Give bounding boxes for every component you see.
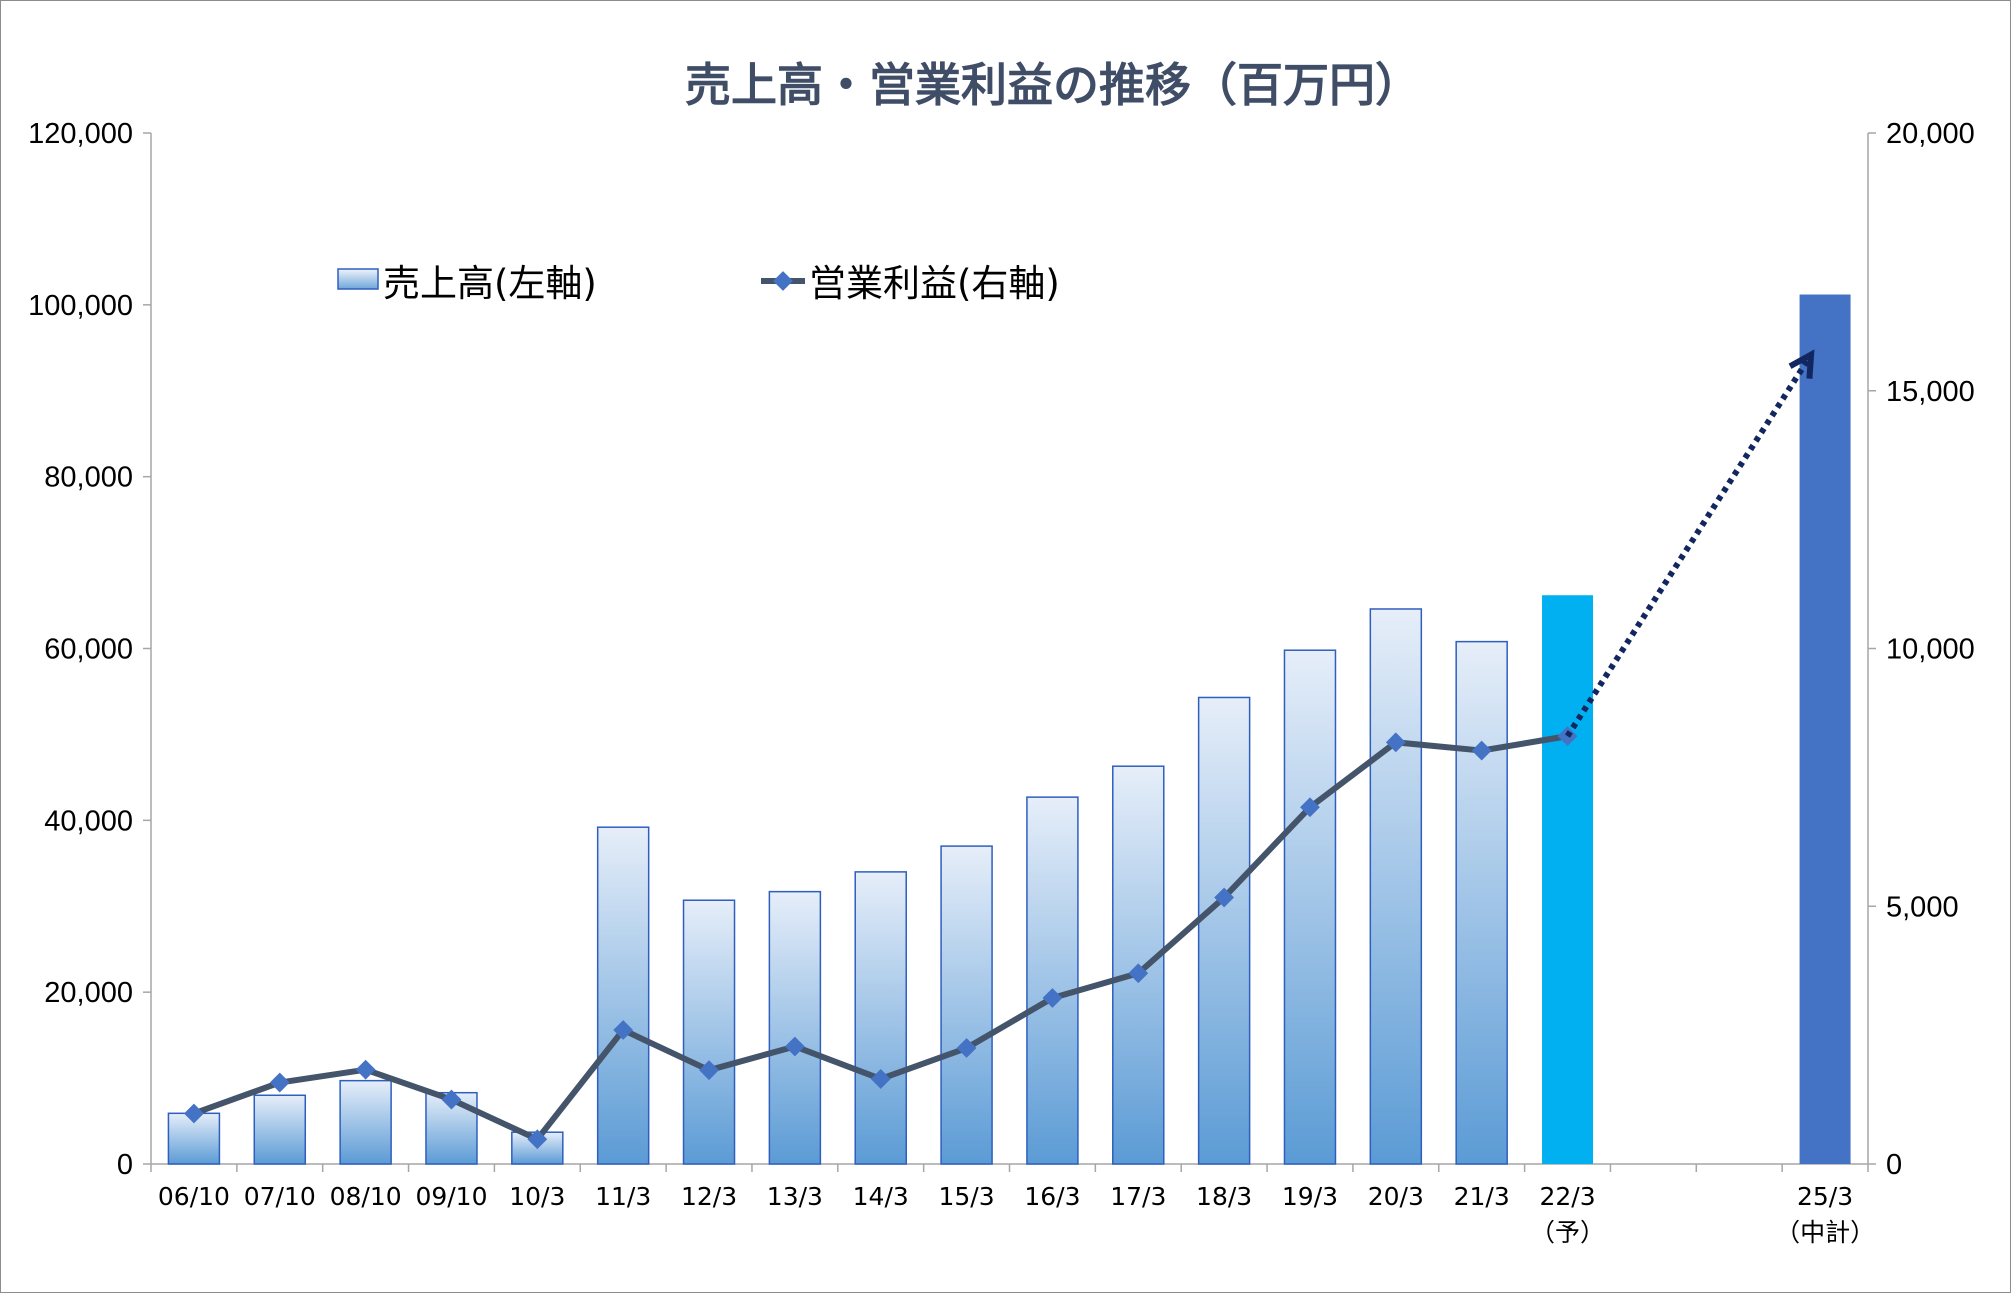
y-left-tick-label: 120,000: [28, 118, 133, 150]
sales-bar[interactable]: [1799, 294, 1851, 1165]
sales-bar[interactable]: [940, 845, 993, 1165]
forecast-arrow-head: [1788, 349, 1815, 379]
x-tick-label: 17/3: [1110, 1182, 1166, 1211]
sales-bar[interactable]: [1283, 649, 1337, 1165]
x-tick-label: 06/10: [158, 1182, 230, 1211]
x-tick-label: 19/3: [1282, 1182, 1338, 1211]
y-right-tick-label: 10,000: [1886, 634, 1975, 666]
profit-point[interactable]: [699, 1060, 719, 1081]
sales-bar[interactable]: [1542, 595, 1594, 1164]
profit-point[interactable]: [184, 1103, 204, 1124]
profit-point[interactable]: [269, 1072, 290, 1093]
sales-bar[interactable]: [1197, 696, 1251, 1165]
profit-point[interactable]: [870, 1069, 891, 1089]
profit-point[interactable]: [527, 1129, 548, 1150]
x-tick-label: 12/3: [681, 1182, 737, 1211]
sales-bar[interactable]: [1369, 608, 1423, 1165]
legend-item-profit[interactable]: 営業利益(右軸): [761, 262, 1060, 305]
sales-bar[interactable]: [339, 1079, 392, 1165]
legend-item-sales[interactable]: 売上高(左軸): [337, 262, 597, 305]
sales-bar[interactable]: [1455, 640, 1508, 1165]
x-tick-label: 10/3: [509, 1182, 565, 1211]
legend-profit-marker: [773, 271, 793, 291]
x-tick-label: 14/3: [853, 1182, 909, 1211]
sales-bar[interactable]: [1026, 796, 1079, 1165]
y-right-tick-label: 15,000: [1886, 376, 1975, 408]
profit-point[interactable]: [1214, 887, 1235, 908]
sales-bar[interactable]: [854, 871, 907, 1165]
x-tick-label: 25/3: [1797, 1182, 1853, 1211]
legend-profit-label: 営業利益(右軸): [809, 262, 1060, 305]
legend-sales-label: 売上高(左軸): [383, 262, 597, 305]
x-tick-label: 09/10: [415, 1182, 487, 1211]
sales-bar[interactable]: [596, 826, 650, 1165]
sales-bar[interactable]: [768, 890, 822, 1165]
y-left-tick-label: 80,000: [44, 462, 133, 494]
y-left-tick-label: 0: [117, 1149, 133, 1181]
legend-sales-swatch: [337, 268, 379, 290]
profit-point[interactable]: [956, 1038, 977, 1058]
y-left-tick-label: 60,000: [44, 634, 133, 666]
y-left-tick-label: 20,000: [44, 977, 133, 1009]
x-tick-note: （中計）: [1775, 1218, 1875, 1247]
y-left-tick-label: 100,000: [28, 290, 133, 322]
profit-point[interactable]: [1128, 963, 1149, 984]
x-tick-label: 18/3: [1196, 1182, 1252, 1211]
forecast-arrow: [1564, 349, 1815, 738]
sales-bar[interactable]: [253, 1094, 307, 1165]
x-tick-label: 22/3: [1539, 1182, 1595, 1211]
x-tick-note: （予）: [1530, 1218, 1605, 1247]
x-tick-label: 13/3: [767, 1182, 823, 1211]
x-tick-label: 08/10: [330, 1182, 402, 1211]
x-tick-label: 07/10: [244, 1182, 316, 1211]
x-tick-label: 15/3: [939, 1182, 995, 1211]
profit-point[interactable]: [1471, 740, 1492, 761]
x-tick-label: 16/3: [1024, 1182, 1080, 1211]
x-tick-label: 20/3: [1368, 1182, 1424, 1211]
legend: 売上高(左軸) 営業利益(右軸): [337, 262, 1060, 305]
y-right-tick-label: 5,000: [1886, 891, 1959, 923]
profit-point[interactable]: [1300, 797, 1320, 818]
profit-point[interactable]: [613, 1020, 634, 1040]
chart-title: 売上高・営業利益の推移（百万円）: [685, 58, 1421, 112]
y-right-tick-label: 0: [1886, 1149, 1902, 1181]
profit-point[interactable]: [784, 1036, 805, 1057]
x-tick-label: 21/3: [1454, 1182, 1510, 1211]
sales-bar[interactable]: [682, 899, 736, 1165]
forecast-arrow-line: [1564, 353, 1814, 738]
x-tick-label: 11/3: [595, 1182, 651, 1211]
profit-point[interactable]: [355, 1059, 376, 1080]
sales-bars: [167, 294, 1851, 1165]
profit-point[interactable]: [1042, 988, 1063, 1008]
profit-point[interactable]: [441, 1089, 462, 1110]
y-left-tick-label: 40,000: [44, 805, 133, 837]
axes: 0 20,000 40,000 60,000 80,000 100,000 120,000 0…: [28, 118, 1975, 1247]
y-right-tick-label: 20,000: [1886, 118, 1975, 150]
profit-point[interactable]: [1385, 732, 1406, 753]
